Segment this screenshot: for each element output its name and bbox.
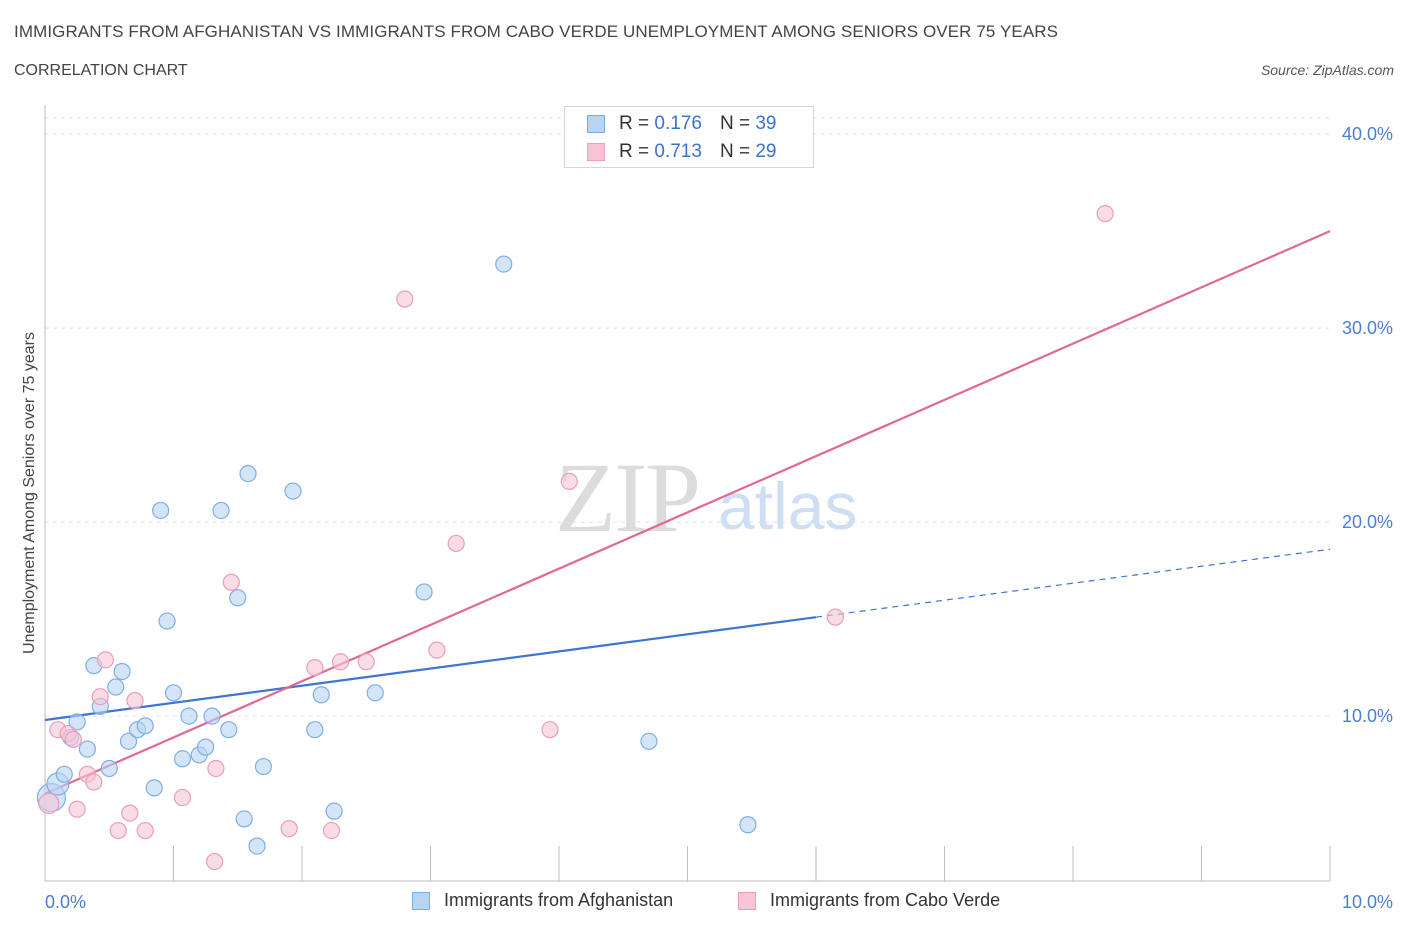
trend-lines (44, 230, 1331, 795)
legend-n-value-afghanistan: 39 (755, 113, 777, 134)
afghanistan-point (180, 707, 198, 725)
legend-n-value-caboverde: 29 (755, 141, 777, 162)
caboverde-trend-line (44, 230, 1331, 795)
afghanistan-trend-line (44, 616, 817, 722)
afghanistan-point (107, 678, 125, 696)
legend-n-label: N = (719, 141, 751, 162)
afghanistan-point (640, 732, 658, 750)
afghanistan-point (145, 779, 163, 797)
afghanistan-point (119, 732, 138, 750)
afghanistan-point (325, 802, 343, 820)
legend-n-label: N = (719, 113, 751, 134)
afghanistan-point (495, 255, 513, 273)
caboverde-point (1096, 205, 1114, 223)
y-tick-label: 30.0% (1342, 318, 1393, 338)
afghanistan-point (197, 738, 215, 756)
legend-row-caboverde: R = 0.713 N = 29 (587, 140, 776, 164)
afghanistan-point (164, 684, 183, 702)
afghanistan-point (235, 810, 253, 828)
caboverde-point (222, 573, 240, 591)
afghanistan-point (136, 717, 154, 735)
caboverde-point (541, 721, 559, 739)
y-axis-label: Unemployment Among Seniors over 75 years (21, 332, 38, 654)
caboverde-point (428, 641, 446, 659)
legend: R = 0.176 N = 39 R = 0.713 N = 29 (564, 106, 814, 168)
afghanistan-point (229, 589, 247, 607)
legend-r-label: R = (619, 141, 650, 162)
caboverde-legend-label: Immigrants from Cabo Verde (770, 890, 1001, 910)
afghanistan-point (415, 583, 433, 601)
afghanistan-point (366, 684, 384, 702)
afghanistan-point (220, 721, 238, 739)
afghanistan-trend-extension (815, 548, 1331, 618)
caboverde-point (357, 653, 375, 671)
caboverde-point (826, 608, 844, 626)
watermark-zip: ZIP (555, 442, 701, 553)
afghanistan-point (158, 612, 176, 630)
y-tick-label: 20.0% (1342, 512, 1393, 532)
caboverde-point (207, 759, 225, 778)
ticks: 10.0% 20.0% 30.0% 40.0% 0.0% 10.0% (45, 124, 1393, 912)
x-tick-label: 10.0% (1342, 892, 1393, 912)
afghanistan-point (306, 721, 324, 739)
y-tick-label: 10.0% (1342, 706, 1393, 726)
caboverde-point (64, 730, 82, 748)
legend-r-value-caboverde: 0.713 (654, 141, 702, 162)
afghanistan-point (68, 713, 86, 731)
legend-row-afghanistan: R = 0.176 N = 39 (587, 112, 776, 136)
caboverde-legend-swatch (738, 891, 756, 910)
caboverde-point (206, 852, 224, 871)
x-tick-label: 0.0% (45, 892, 86, 912)
caboverde-point (322, 821, 341, 840)
afghanistan-point (55, 765, 73, 783)
afghanistan-point (173, 750, 192, 768)
afghanistan-point (239, 465, 257, 483)
source-label: Source: ZipAtlas.com (1260, 62, 1394, 78)
caboverde-point (68, 800, 86, 818)
legend-r-value-afghanistan: 0.176 (654, 113, 702, 134)
caboverde-point (173, 788, 192, 807)
caboverde-point (280, 820, 298, 838)
legend-r-label: R = (619, 113, 650, 134)
afghanistan-point (152, 501, 170, 520)
caboverde-point (121, 804, 139, 822)
afghanistan-point (248, 837, 266, 855)
afghanistan-point (78, 740, 97, 758)
caboverde-point (560, 472, 578, 490)
afghanistan-point (113, 662, 131, 681)
caboverde-point (396, 290, 414, 308)
afghanistan-point (203, 707, 221, 725)
caboverde-point (331, 653, 350, 671)
y-tick-label: 40.0% (1342, 124, 1393, 144)
caboverde-point (91, 688, 109, 706)
afghanistan-point (312, 686, 330, 704)
bottom-legend-caboverde: Immigrants from Cabo Verde (738, 890, 1000, 911)
grid-lines (45, 117, 1330, 717)
afghanistan-point (212, 501, 230, 520)
caboverde-point (96, 651, 114, 669)
afghanistan-point (100, 759, 118, 778)
caboverde-point (306, 658, 324, 677)
caboverde-point (38, 792, 60, 815)
axes (44, 105, 1331, 882)
afghanistan-swatch (587, 115, 605, 133)
data-points (36, 205, 1114, 871)
watermark-atlas: atlas (718, 469, 858, 543)
chart-title: IMMIGRANTS FROM AFGHANISTAN VS IMMIGRANT… (14, 22, 1059, 41)
afghanistan-point (739, 816, 757, 834)
caboverde-point (126, 691, 144, 710)
caboverde-point (85, 773, 103, 791)
caboverde-point (447, 534, 465, 553)
caboverde-swatch (587, 143, 605, 161)
caboverde-point (109, 821, 127, 840)
afghanistan-point (284, 482, 302, 500)
afghanistan-legend-label: Immigrants from Afghanistan (444, 890, 674, 910)
afghanistan-point (254, 757, 273, 776)
caboverde-point (136, 821, 154, 840)
bottom-legend-afghanistan: Immigrants from Afghanistan (412, 890, 673, 911)
chart-subtitle: CORRELATION CHART (14, 62, 188, 79)
afghanistan-legend-swatch (412, 891, 430, 910)
